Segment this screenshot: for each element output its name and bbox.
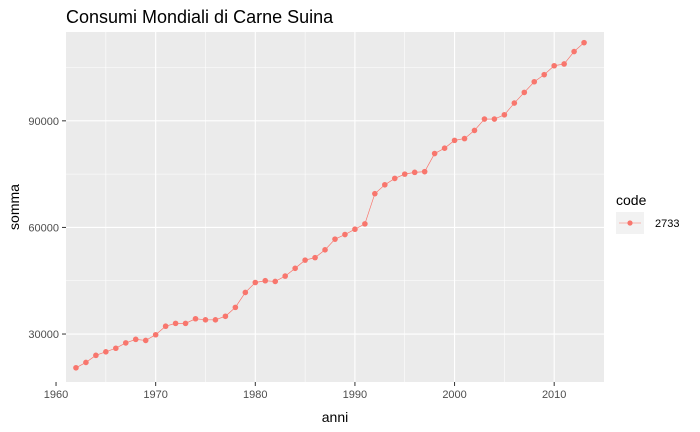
- legend-label-2733: 2733: [655, 218, 679, 230]
- data-point: [421, 168, 428, 175]
- data-point: [521, 89, 528, 96]
- x-tick-label: 1960: [44, 389, 68, 401]
- series-layer: [73, 39, 587, 371]
- x-axis-title: anni: [322, 409, 348, 425]
- major-grid: [55, 32, 604, 382]
- data-point: [73, 364, 79, 371]
- data-point: [571, 48, 577, 55]
- y-tick-label: 60000: [28, 222, 59, 234]
- data-point: [162, 323, 169, 330]
- data-point: [501, 111, 508, 118]
- legend: code 2733: [616, 192, 679, 234]
- data-point: [232, 304, 239, 311]
- legend-title: code: [616, 192, 647, 208]
- data-point: [83, 359, 89, 366]
- x-tick-label: 2010: [542, 389, 566, 401]
- data-point: [352, 226, 358, 233]
- data-point: [441, 145, 448, 151]
- data-point: [242, 289, 249, 296]
- data-point: [103, 348, 109, 355]
- data-point: [401, 171, 408, 177]
- data-point: [142, 337, 149, 344]
- data-point: [431, 150, 438, 157]
- data-point: [391, 175, 398, 182]
- data-point: [342, 231, 348, 238]
- data-point: [282, 273, 288, 279]
- y-tick-label: 30000: [28, 329, 59, 341]
- data-point: [471, 127, 478, 134]
- data-point: [332, 236, 338, 242]
- data-point: [212, 317, 219, 323]
- data-point: [561, 61, 567, 67]
- data-point: [541, 71, 548, 78]
- x-tick-label: 1970: [143, 389, 167, 401]
- data-point: [581, 39, 587, 46]
- data-point: [382, 181, 388, 188]
- x-tick-label: 2000: [442, 389, 466, 401]
- y-tick-label: 90000: [28, 116, 59, 128]
- data-point: [113, 345, 119, 352]
- data-point: [372, 190, 378, 197]
- data-point: [272, 278, 279, 285]
- data-point: [481, 116, 488, 122]
- data-point: [322, 247, 328, 253]
- chart-title: Consumi Mondiali di Carne Suina: [66, 7, 334, 27]
- data-point: [202, 317, 209, 323]
- y-axis: 30000 60000 90000: [28, 116, 66, 341]
- data-point: [93, 352, 99, 359]
- data-point: [551, 62, 557, 69]
- y-axis-title: somma: [6, 184, 22, 230]
- data-point: [122, 340, 129, 346]
- data-point: [252, 279, 259, 286]
- data-point: [302, 257, 308, 263]
- data-point: [132, 336, 139, 343]
- legend-key-point: [627, 220, 633, 226]
- data-point: [262, 277, 269, 284]
- data-point: [411, 169, 418, 176]
- data-point: [461, 135, 468, 142]
- x-tick-label: 1980: [243, 389, 267, 401]
- data-point: [511, 100, 518, 106]
- data-point: [491, 116, 498, 122]
- data-point: [531, 78, 538, 85]
- data-point: [451, 137, 458, 144]
- data-point: [362, 221, 368, 227]
- data-point: [222, 313, 229, 320]
- data-point: [292, 265, 298, 272]
- data-point: [172, 320, 179, 327]
- data-point: [182, 320, 189, 327]
- data-point: [192, 315, 199, 322]
- x-axis: 1960 1970 1980 1990 2000 2010: [44, 382, 566, 401]
- plot-panel: [66, 32, 604, 382]
- data-point: [152, 331, 159, 338]
- x-tick-label: 1990: [343, 389, 367, 401]
- data-point: [312, 254, 318, 261]
- series-line-2733: [75, 42, 585, 369]
